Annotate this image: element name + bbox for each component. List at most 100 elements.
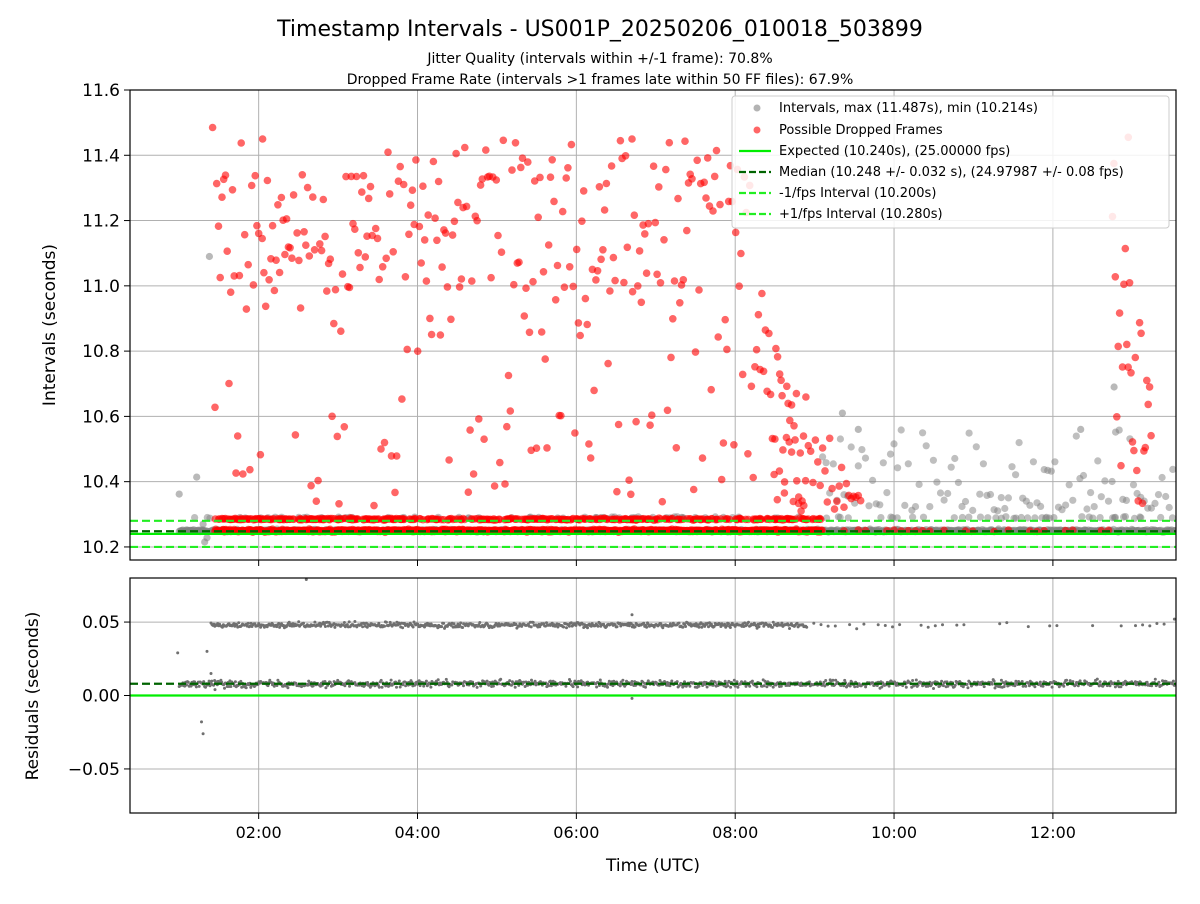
residual-point bbox=[630, 680, 634, 683]
dropped-frame-point bbox=[375, 275, 384, 284]
x-tick-label: 08:00 bbox=[712, 823, 758, 842]
residual-point bbox=[1157, 680, 1161, 684]
dropped-frame-point bbox=[237, 139, 245, 147]
dropped-frame-point bbox=[801, 476, 810, 485]
dropped-frame-point bbox=[208, 123, 217, 132]
residuals-reference-lines bbox=[130, 682, 1176, 697]
dropped-frame-point bbox=[258, 234, 267, 243]
dropped-frame-point bbox=[460, 515, 469, 524]
residual-point bbox=[475, 685, 479, 689]
residuals-panel: 0.050.00−0.05 02:00 04:00 06:00 08:00 10:00 1… bbox=[23, 577, 1177, 876]
dropped-frame-point bbox=[611, 276, 619, 285]
legend: Intervals, max (11.487s), min (10.214s) … bbox=[731, 95, 1170, 229]
dropped-frame-point bbox=[777, 376, 785, 385]
residual-point bbox=[462, 684, 465, 688]
residual-point bbox=[926, 625, 930, 629]
residual-point bbox=[659, 622, 663, 626]
dropped-frame-point bbox=[233, 432, 242, 440]
residual-point bbox=[826, 624, 830, 628]
interval-point bbox=[969, 506, 977, 514]
residual-point bbox=[379, 678, 383, 682]
dropped-frame-point bbox=[436, 331, 445, 339]
dropped-frame-point bbox=[590, 386, 598, 395]
interval-point bbox=[994, 507, 1002, 515]
residual-point bbox=[757, 625, 761, 629]
dropped-frame-point bbox=[225, 379, 233, 388]
dropped-frame-point bbox=[490, 482, 499, 490]
residual-point bbox=[389, 678, 393, 682]
residual-point bbox=[703, 624, 707, 628]
residual-point bbox=[547, 684, 551, 688]
interval-point bbox=[886, 450, 895, 458]
intervals-y-tick-label: 10.6 bbox=[82, 407, 120, 427]
residuals-y-tick-label: 0.00 bbox=[82, 687, 120, 707]
residual-point bbox=[843, 678, 847, 682]
interval-point bbox=[961, 497, 970, 506]
dropped-frame-point bbox=[787, 401, 796, 409]
dropped-frame-point bbox=[422, 277, 431, 285]
interval-point bbox=[876, 501, 884, 509]
dropped-frame-point bbox=[216, 273, 224, 282]
residual-point bbox=[842, 684, 846, 688]
residual-point bbox=[343, 684, 347, 688]
residual-point bbox=[606, 685, 609, 689]
residual-point bbox=[822, 680, 826, 684]
residual-point bbox=[953, 683, 957, 687]
interval-point bbox=[1154, 491, 1163, 499]
interval-point bbox=[1012, 471, 1020, 479]
residual-point bbox=[999, 678, 1003, 682]
residual-point bbox=[450, 683, 454, 687]
dropped-frame-point bbox=[710, 172, 719, 181]
interval-point bbox=[944, 489, 952, 498]
interval-point bbox=[1097, 493, 1105, 501]
interval-point bbox=[829, 460, 837, 468]
residual-point bbox=[613, 623, 617, 627]
dropped-frame-point bbox=[429, 157, 438, 166]
residual-point bbox=[201, 732, 205, 736]
residual-point bbox=[729, 685, 733, 689]
interval-point bbox=[1083, 505, 1091, 513]
dropped-frame-point bbox=[298, 171, 307, 179]
dropped-frame-point bbox=[351, 225, 359, 233]
residual-point bbox=[176, 651, 180, 655]
residual-point bbox=[384, 684, 388, 688]
dropped-frame-point bbox=[263, 176, 272, 185]
residual-point bbox=[306, 683, 310, 687]
dropped-frame-point bbox=[274, 201, 282, 209]
interval-point bbox=[1029, 458, 1037, 466]
dropped-frame-point bbox=[384, 148, 392, 156]
dropped-frame-point bbox=[758, 289, 766, 298]
interval-point bbox=[940, 496, 948, 504]
dropped-frame-point bbox=[518, 154, 527, 162]
residual-point bbox=[705, 685, 709, 689]
dropped-frame-point bbox=[634, 282, 642, 290]
dropped-frame-point bbox=[501, 480, 509, 488]
interval-point bbox=[865, 502, 873, 510]
dropped-frame-point bbox=[228, 186, 237, 194]
dropped-frame-point bbox=[842, 479, 851, 488]
dropped-frame-point bbox=[689, 485, 698, 494]
residual-point bbox=[898, 623, 902, 627]
dropped-frame-point bbox=[574, 319, 583, 327]
interval-point bbox=[1015, 439, 1023, 447]
residual-point bbox=[819, 623, 823, 627]
residual-point bbox=[747, 620, 750, 624]
dropped-frame-point bbox=[783, 382, 791, 391]
dropped-frame-point bbox=[212, 179, 221, 188]
residual-point bbox=[562, 625, 566, 629]
legend-label-expected: Expected (10.240s), (25.00000 fps) bbox=[779, 144, 1010, 159]
residual-point bbox=[322, 622, 326, 626]
interval-point bbox=[965, 513, 973, 521]
residual-point bbox=[726, 684, 730, 688]
residual-point bbox=[743, 680, 747, 684]
residual-point bbox=[871, 681, 875, 685]
intervals-y-tick-label: 10.8 bbox=[82, 342, 120, 362]
dropped-frame-point bbox=[837, 463, 846, 472]
residual-point bbox=[668, 684, 672, 688]
residual-point bbox=[998, 622, 1002, 626]
interval-point bbox=[1104, 497, 1113, 505]
dropped-frame-point bbox=[506, 407, 515, 415]
interval-point bbox=[894, 464, 902, 472]
dropped-frame-point bbox=[399, 180, 408, 189]
residual-point bbox=[377, 685, 381, 689]
